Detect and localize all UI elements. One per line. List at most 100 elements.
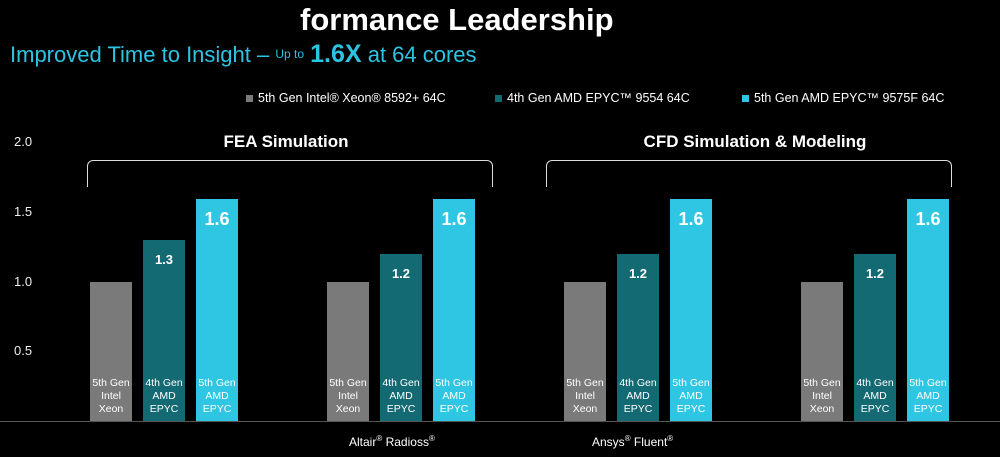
bar-category-line: 5th Gen xyxy=(566,377,604,389)
subtitle-prefix: Improved Time to Insight – xyxy=(10,42,276,67)
bar-category-line: Intel xyxy=(812,390,832,402)
legend-swatch-intel xyxy=(246,94,253,102)
bar-category-label: 5th Gen Intel Xeon xyxy=(327,377,369,416)
bar-category-line: AMD xyxy=(679,390,703,402)
bar-category-line: EPYC xyxy=(623,403,653,415)
bar-value-label: 1.2 xyxy=(628,266,648,282)
bar-intel xyxy=(327,282,369,421)
bar-value-label: 1.2 xyxy=(391,266,411,282)
subtitle: Improved Time to Insight – Up to 1.6X at… xyxy=(10,40,477,69)
bar-value-label: 1.6 xyxy=(915,208,941,229)
bar-category-label: 4th Gen AMD EPYC xyxy=(143,377,185,416)
bar-amd5 xyxy=(196,198,238,421)
sub-group-label-fluent-name: Ansys xyxy=(592,435,625,449)
sub-group-label-radioss-name2: Radioss xyxy=(382,435,429,449)
bar-category-line: Xeon xyxy=(335,403,361,415)
bar-category-label: 5th Gen AMD EPYC xyxy=(433,377,475,416)
legend-item-amd5: 5th Gen AMD EPYC™ 9575F 64C xyxy=(742,91,944,105)
bar-category-line: Intel xyxy=(575,390,595,402)
group-bracket-cfd xyxy=(546,160,952,187)
bar-category-label: 4th Gen AMD EPYC xyxy=(380,377,422,416)
bar-category-line: Intel xyxy=(101,390,121,402)
bar-amd4 xyxy=(854,254,896,421)
legend-item-amd4: 4th Gen AMD EPYC™ 9554 64C xyxy=(495,91,690,105)
y-tick-label: 1.5 xyxy=(14,204,33,219)
bar-intel xyxy=(90,282,132,421)
bar-category-line: 5th Gen xyxy=(803,377,841,389)
bar-category-line: Xeon xyxy=(572,403,598,415)
bar-category-line: Xeon xyxy=(98,403,124,415)
bar-value-label: 1.6 xyxy=(678,208,704,229)
sub-group-label-fluent-name2: Fluent xyxy=(630,435,668,449)
bar-category-label: 5th Gen Intel Xeon xyxy=(801,377,843,416)
legend-swatch-amd4 xyxy=(495,94,502,102)
sub-group-label-radioss-name: Altair xyxy=(349,435,377,449)
bar-category-line: 5th Gen xyxy=(909,377,947,389)
bar-category-line: AMD xyxy=(916,390,940,402)
sub-group-label-radioss-sup: ® xyxy=(376,434,383,443)
bar-category-line: EPYC xyxy=(439,403,469,415)
bar-amd5 xyxy=(907,198,949,421)
legend-item-intel: 5th Gen Intel® Xeon® 8592+ 64C xyxy=(246,91,446,105)
bar-category-line: EPYC xyxy=(149,403,179,415)
bar-category-line: 5th Gen xyxy=(435,377,473,389)
bar-category-line: EPYC xyxy=(676,403,706,415)
group-title-fea: FEA Simulation xyxy=(223,132,349,151)
bar-category-label: 5th Gen Intel Xeon xyxy=(90,377,132,416)
bar-amd4 xyxy=(143,240,185,421)
y-tick-label: 1.0 xyxy=(14,274,33,289)
bar-category-line: 4th Gen xyxy=(619,377,657,389)
bar-category-line: 4th Gen xyxy=(856,377,894,389)
bar-category-line: 5th Gen xyxy=(672,377,710,389)
legend-label-amd5: 5th Gen AMD EPYC™ 9575F 64C xyxy=(754,91,945,105)
bar-amd4 xyxy=(617,254,659,421)
sub-group-label-fluent-sup: ® xyxy=(624,434,631,443)
sub-group-label-radioss-sup2: ® xyxy=(428,434,435,443)
bar-category-line: 5th Gen xyxy=(198,377,236,389)
bar-value-label: 1.6 xyxy=(441,208,467,229)
bar-category-line: AMD xyxy=(205,390,229,402)
bar-category-label: 5th Gen AMD EPYC xyxy=(907,377,949,416)
bar-category-label: 5th Gen AMD EPYC xyxy=(670,377,712,416)
bar-category-line: 5th Gen xyxy=(329,377,367,389)
group-bracket-fea xyxy=(87,160,493,187)
bar-category-label: 4th Gen AMD EPYC xyxy=(617,377,659,416)
bar-category-line: AMD xyxy=(389,390,413,402)
subtitle-suffix: at 64 cores xyxy=(361,42,477,67)
bar-category-line: EPYC xyxy=(386,403,416,415)
bar-category-line: AMD xyxy=(626,390,650,402)
bar-category-line: AMD xyxy=(152,390,176,402)
bar-category-label: 5th Gen AMD EPYC xyxy=(196,377,238,416)
group-title-cfd: CFD Simulation & Modeling xyxy=(643,132,867,151)
bar-category-line: AMD xyxy=(442,390,466,402)
bar-category-line: EPYC xyxy=(202,403,232,415)
bar-category-line: AMD xyxy=(863,390,887,402)
x-axis-line xyxy=(0,421,1000,422)
bar-amd5 xyxy=(433,198,475,421)
bar-category-line: 4th Gen xyxy=(382,377,420,389)
page-title: formance Leadership xyxy=(300,2,614,37)
sub-group-label-fluent: Ansys® Fluent® xyxy=(592,434,673,449)
bar-category-line: 5th Gen xyxy=(92,377,130,389)
subtitle-upto: Up to xyxy=(275,47,305,61)
bar-category-label: 4th Gen AMD EPYC xyxy=(854,377,896,416)
legend-label-intel: 5th Gen Intel® Xeon® 8592+ 64C xyxy=(258,91,446,105)
bar-category-line: EPYC xyxy=(913,403,943,415)
legend-label-amd4: 4th Gen AMD EPYC™ 9554 64C xyxy=(507,91,690,105)
chart-legend: 5th Gen Intel® Xeon® 8592+ 64C 4th Gen A… xyxy=(0,91,1000,111)
bar-category-line: Xeon xyxy=(809,403,835,415)
bar-category-line: 4th Gen xyxy=(145,377,183,389)
y-tick-label: 2.0 xyxy=(14,134,33,149)
subtitle-highlight: 1.6X xyxy=(310,40,362,68)
sub-group-label-radioss: Altair® Radioss® xyxy=(349,434,435,449)
legend-swatch-amd5 xyxy=(742,94,749,102)
bar-amd5 xyxy=(670,198,712,421)
bar-category-line: Intel xyxy=(338,390,358,402)
bar-value-label: 1.6 xyxy=(204,208,230,229)
bar-value-label: 1.2 xyxy=(865,266,885,282)
bar-amd4 xyxy=(380,254,422,421)
bar-category-label: 5th Gen Intel Xeon xyxy=(564,377,606,416)
y-tick-label: 0.5 xyxy=(14,343,33,358)
bar-intel xyxy=(564,282,606,421)
bar-intel xyxy=(801,282,843,421)
